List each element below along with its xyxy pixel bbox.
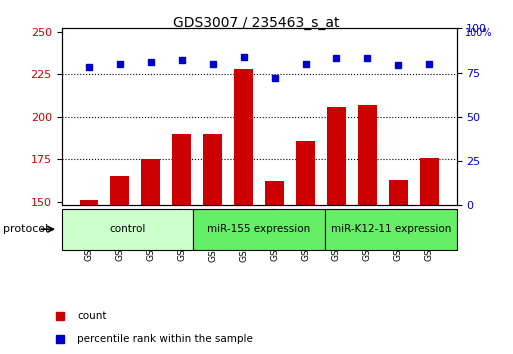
Text: 100%: 100% bbox=[464, 28, 492, 38]
Bar bbox=[110, 176, 129, 205]
Bar bbox=[172, 134, 191, 205]
Text: control: control bbox=[109, 224, 146, 234]
Bar bbox=[358, 105, 377, 205]
Text: percentile rank within the sample: percentile rank within the sample bbox=[77, 334, 253, 344]
Bar bbox=[325, 209, 457, 250]
Text: GDS3007 / 235463_s_at: GDS3007 / 235463_s_at bbox=[173, 16, 340, 30]
Text: miR-155 expression: miR-155 expression bbox=[207, 224, 311, 234]
Bar bbox=[193, 209, 325, 250]
Bar bbox=[420, 158, 439, 205]
Text: miR-K12-11 expression: miR-K12-11 expression bbox=[330, 224, 451, 234]
Text: protocol: protocol bbox=[3, 224, 48, 234]
Bar bbox=[296, 141, 315, 205]
Bar bbox=[142, 159, 160, 205]
Bar bbox=[327, 107, 346, 205]
Bar bbox=[389, 180, 408, 205]
Bar bbox=[80, 200, 98, 205]
Bar bbox=[265, 182, 284, 205]
Text: count: count bbox=[77, 311, 107, 321]
Bar bbox=[62, 209, 193, 250]
Bar bbox=[234, 69, 253, 205]
Bar bbox=[203, 134, 222, 205]
